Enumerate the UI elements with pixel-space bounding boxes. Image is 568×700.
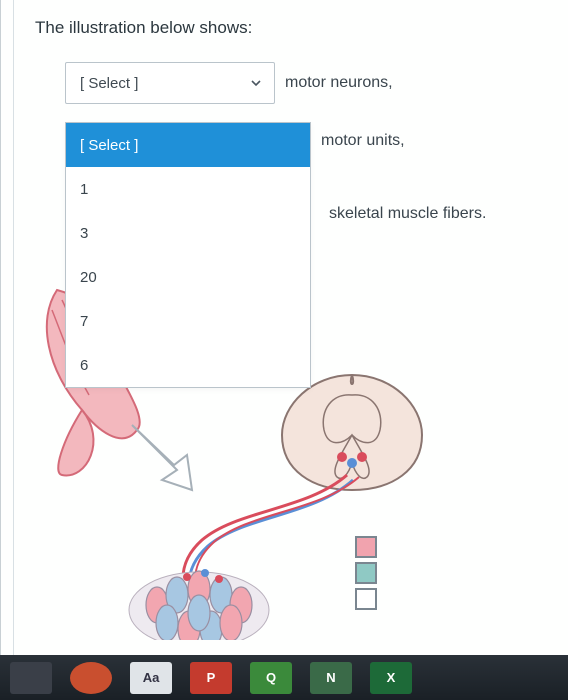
taskbar-item[interactable] [70,662,112,694]
legend-pink [355,536,377,558]
legend-teal [355,562,377,584]
taskbar-item[interactable]: X [370,662,412,694]
legend [355,536,377,610]
taskbar-label: Q [266,670,276,685]
label-skeletal-fibers: skeletal muscle fibers. [329,205,486,223]
taskbar-item[interactable]: Aa [130,662,172,694]
taskbar-label: N [326,670,335,685]
taskbar: Aa P Q N X [0,655,568,700]
taskbar-item[interactable]: Q [250,662,292,694]
legend-white [355,588,377,610]
arrow-icon [132,425,192,490]
dropdown-header[interactable]: [ Select ] [66,123,310,167]
dropdown-open: [ Select ] 1 3 20 7 6 [65,122,311,388]
row-motor-neurons: [ Select ] motor neurons, [65,62,544,104]
dropdown-option[interactable]: 20 [66,255,310,299]
select-1[interactable]: [ Select ] [65,62,275,104]
select-1-placeholder: [ Select ] [80,75,138,92]
label-motor-units: motor units, [321,132,405,150]
label-motor-neurons: motor neurons, [285,74,393,92]
dropdown-option[interactable]: 1 [66,167,310,211]
row-motor-units-label-anchor: motor units, [311,132,405,150]
dropdown-option[interactable]: 3 [66,211,310,255]
question-rows: [ Select ] motor neurons, motor units, s… [65,62,544,104]
page-title: The illustration below shows: [35,18,544,38]
chevron-down-icon [248,75,264,91]
taskbar-item[interactable]: P [190,662,232,694]
taskbar-item[interactable] [10,662,52,694]
taskbar-item[interactable]: N [310,662,352,694]
muscle-fiber-bundle-icon [129,569,269,640]
page-container: The illustration below shows: [ Select ]… [0,0,568,655]
taskbar-label: P [207,670,216,685]
dropdown-option[interactable]: 6 [66,343,310,387]
dropdown-option[interactable]: 7 [66,299,310,343]
vertical-divider [13,0,14,655]
taskbar-label: X [387,670,396,685]
taskbar-label: Aa [143,670,160,685]
spinal-cord-icon [282,375,422,490]
